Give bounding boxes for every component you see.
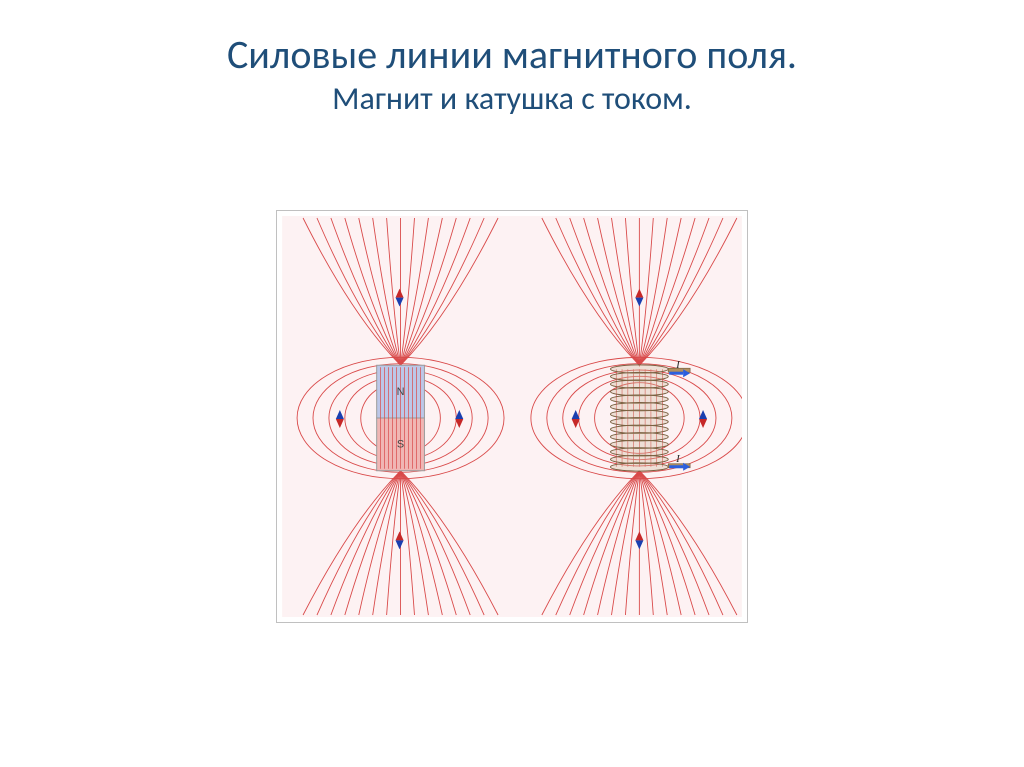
figure-container: NSII — [276, 210, 748, 623]
svg-text:S: S — [397, 439, 404, 451]
field-diagram-svg: NSII — [282, 216, 742, 617]
figure-inner: NSII — [282, 216, 742, 617]
title-block: Силовые линии магнитного поля. Магнит и … — [0, 0, 1024, 118]
svg-text:N: N — [397, 386, 405, 398]
bar-magnet: NS — [377, 365, 425, 470]
title-sub: Магнит и катушка с током. — [0, 79, 1024, 118]
title-main: Силовые линии магнитного поля. — [0, 30, 1024, 79]
